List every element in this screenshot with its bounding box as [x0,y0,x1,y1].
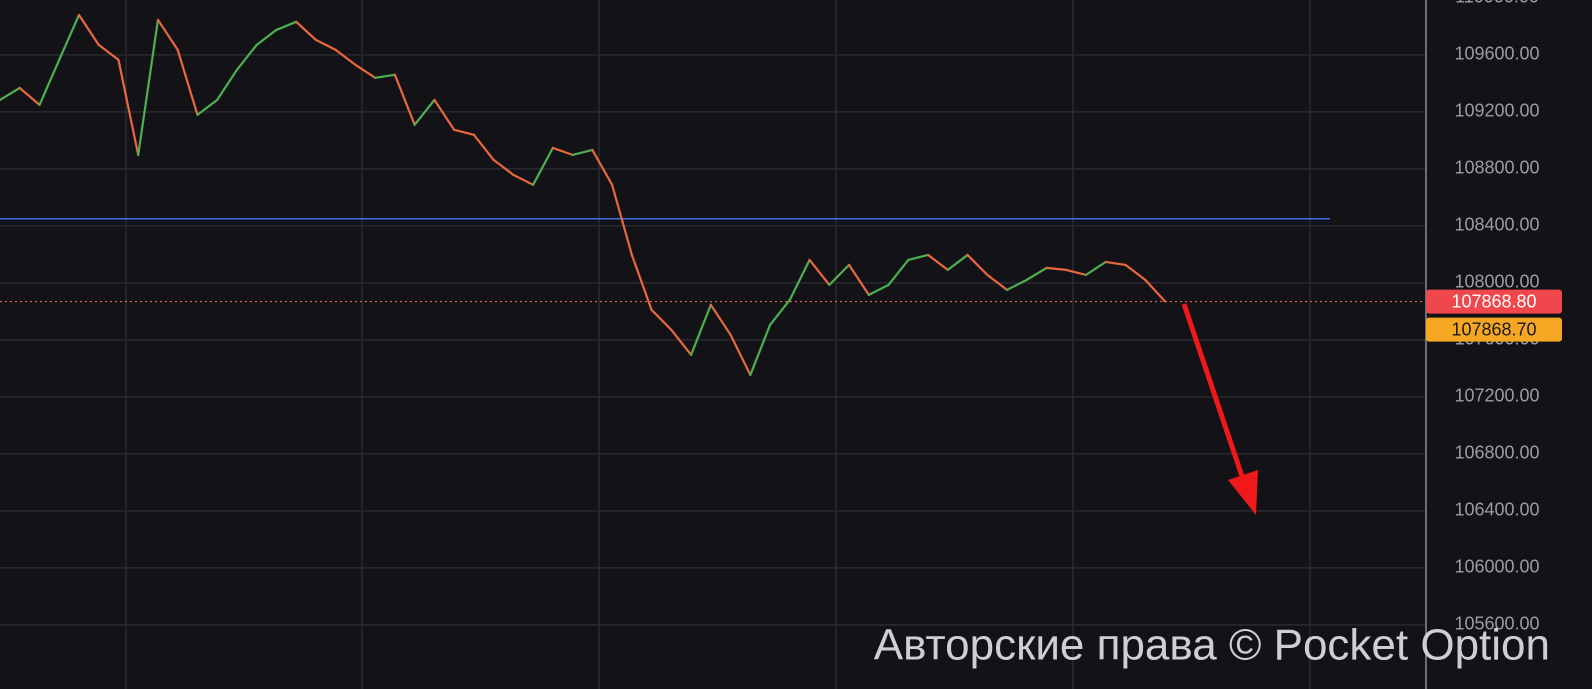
y-tick-label: 106000.00 [1454,557,1539,577]
price-segment [690,303,712,356]
price-segment [314,38,337,51]
price-segment [472,133,495,161]
price-segment [1124,263,1147,281]
price-segment [77,13,100,46]
price-segment [393,73,416,126]
price-segment [18,86,41,106]
price-segment [986,273,1009,291]
price-segment [176,48,199,116]
price-segment [532,146,554,186]
price-segment [1084,260,1107,276]
price-segment [492,158,515,176]
price-segment [729,333,752,377]
price-segment [768,298,791,327]
price-label: 107868.80 [1451,291,1536,311]
price-label: 107868.70 [1451,319,1536,339]
price-segment [1065,268,1088,276]
y-tick-label: 106800.00 [1454,443,1539,463]
price-segment [1144,278,1167,303]
price-segment [413,98,436,126]
price-segment [38,58,61,106]
grid [0,0,1426,689]
price-segment [946,253,969,271]
price-segment [1025,266,1048,281]
y-tick-label: 109600.00 [1454,44,1539,64]
price-segment [867,283,890,296]
price-segment [591,148,614,186]
price-segment [650,308,673,331]
price-segment [1005,278,1028,291]
price-segment [433,98,456,131]
price-segment [887,258,910,286]
y-tick-label: 106400.00 [1454,500,1539,520]
price-segment [58,13,81,61]
price-segment [808,258,831,286]
price-segment [907,253,930,262]
price-segment [374,73,397,79]
price-segment [630,253,653,312]
price-segment [196,98,219,116]
arrow-head [1228,470,1258,515]
price-segment [788,258,811,301]
price-segment [334,48,357,66]
watermark: Авторские права © Pocket Option [874,621,1550,670]
price-segment [156,18,179,51]
y-tick-label: 107200.00 [1454,386,1539,406]
y-tick-label: 108800.00 [1454,158,1539,178]
price-segment [216,68,239,101]
price-segment [453,128,475,136]
price-segment [235,43,258,71]
price-segment [709,303,732,336]
price-segment [97,43,120,61]
price-segment [255,28,278,46]
price-segment [926,253,949,271]
y-tick-label: 105600.00 [1454,614,1539,634]
price-segment [295,20,318,42]
price-segment [0,86,21,101]
price-segment [611,183,633,257]
price-segment [828,263,851,286]
price-segment [966,253,989,276]
y-axis: 105600.00 106000.00 106400.00 106800.00 1072… [1426,0,1562,634]
y-tick-label: 108400.00 [1454,215,1539,235]
price-label-box [1426,317,1562,342]
price-segment [1104,260,1127,267]
price-segment [137,18,160,157]
price-segment [551,146,574,157]
y-tick-label: 109200.00 [1454,101,1539,121]
price-label-box [1426,289,1562,314]
price-segment [670,328,693,356]
arrow-shaft [1181,303,1248,486]
y-tick-label: 108000.00 [1454,272,1539,292]
price-segment [275,20,298,32]
price-segment [117,58,140,157]
price-segment [354,63,377,79]
price-segment [847,263,870,296]
annotation-arrow [1181,303,1258,515]
y-tick-label: 110000.00 [1455,0,1539,7]
plot [0,13,1426,377]
price-segment [571,148,594,157]
price-segment [512,173,535,186]
price-segment [1045,266,1068,271]
price-segment [749,323,772,377]
